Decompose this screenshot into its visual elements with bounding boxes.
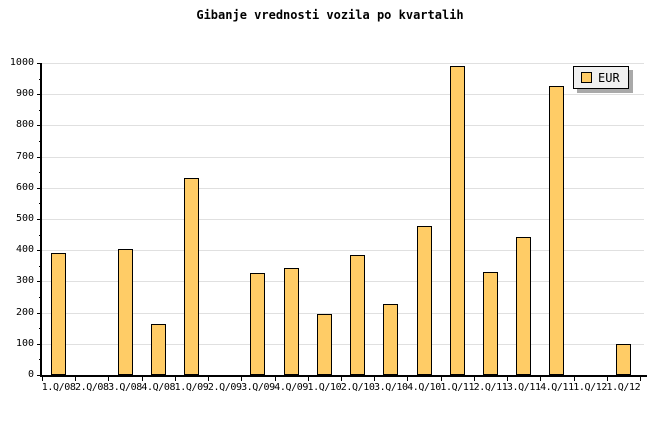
x-tick-label-4: 1.Q/09: [174, 382, 209, 393]
gridline-900: [42, 94, 644, 96]
y-tick-label-1000: 1000: [9, 57, 34, 68]
x-tick-label-1: 2.Q/08: [74, 382, 109, 393]
y-tick-label-400: 400: [15, 244, 34, 256]
bar-4.Q/09: [283, 268, 299, 375]
y-tick-700: [37, 156, 42, 158]
x-tick-0: [42, 377, 43, 381]
x-tick-16: [573, 377, 575, 381]
gridline-500: [42, 219, 644, 220]
x-tick-label-14: 3.Q/11: [506, 382, 541, 393]
x-tick-17: [606, 377, 608, 381]
x-tick-label-7: 4.Q/09: [274, 382, 309, 393]
y-tick-400: [37, 250, 42, 252]
y-tick-100: [37, 343, 42, 345]
x-tick-label-0: 1.Q/08: [41, 382, 76, 393]
x-tick-9: [341, 377, 342, 381]
gridline-400: [42, 250, 644, 252]
chart-title: Gibanje vrednosti vozila po kvartalih: [196, 8, 464, 22]
gridline-300: [42, 281, 644, 283]
y-tick-600: [37, 187, 42, 189]
bar-3.Q/09: [250, 273, 266, 375]
y-tick-label-700: 700: [15, 150, 34, 162]
legend-swatch-icon: [581, 72, 592, 83]
bar-1.Q/10: [316, 314, 332, 375]
x-tick-label-13: 2.Q/11: [473, 382, 508, 393]
x-tick-7: [274, 377, 276, 381]
bar-3.Q/11: [516, 237, 532, 375]
bar-1.Q/12: [615, 344, 631, 375]
x-tick-label-3: 4.Q/08: [141, 382, 176, 393]
x-tick-label-16: 1.Q/12: [573, 382, 608, 393]
y-axis-line: [40, 63, 42, 377]
bar-3.Q/10: [383, 304, 399, 375]
x-tick-label-5: 2.Q/09: [207, 382, 242, 393]
x-tick-12: [440, 377, 442, 381]
x-tick-label-15: 4.Q/11: [540, 382, 574, 393]
x-tick-8: [307, 377, 309, 381]
x-tick-14: [507, 377, 509, 381]
bar-4.Q/08: [150, 324, 166, 375]
gridline-800: [42, 125, 644, 127]
y-tick-0: [37, 375, 42, 376]
gridline-100: [42, 343, 644, 345]
x-tick-11: [407, 377, 409, 381]
x-tick-6: [241, 377, 243, 381]
x-tick-15: [540, 377, 542, 381]
x-tick-5: [208, 377, 210, 381]
x-tick-label-11: 4.Q/10: [407, 382, 441, 393]
x-tick-4: [174, 377, 176, 381]
x-tick-label-8: 1.Q/10: [307, 382, 342, 393]
bar-4.Q/10: [416, 226, 432, 375]
x-tick-18: [640, 377, 641, 381]
x-tick-label-6: 3.Q/09: [241, 382, 275, 393]
x-tick-label-10: 3.Q/10: [373, 382, 408, 393]
bar-4.Q/11: [549, 86, 565, 375]
y-tick-1000: [37, 63, 42, 64]
y-tick-300: [37, 281, 42, 283]
y-tick-label-600: 600: [15, 181, 34, 193]
bar-1.Q/11: [449, 66, 465, 375]
gridline-600: [42, 187, 644, 189]
x-tick-3: [141, 377, 143, 381]
bar-3.Q/08: [117, 249, 133, 375]
x-tick-1: [75, 377, 77, 381]
y-tick-900: [37, 94, 42, 96]
y-tick-label-200: 200: [15, 306, 34, 318]
bar-2.Q/10: [350, 255, 366, 375]
x-tick-label-9: 2.Q/10: [340, 382, 375, 393]
gridline-200: [42, 312, 644, 314]
y-tick-800: [37, 125, 42, 127]
x-tick-13: [473, 377, 475, 381]
y-tick-label-100: 100: [15, 337, 34, 349]
y-tick-label-800: 800: [15, 119, 34, 131]
bar-1.Q/08: [51, 253, 67, 375]
y-tick-label-0: 0: [27, 369, 34, 380]
y-tick-200: [37, 312, 42, 314]
legend-label: EUR: [598, 70, 620, 85]
y-tick-label-300: 300: [15, 275, 34, 287]
bar-1.Q/09: [184, 178, 199, 375]
y-tick-500: [37, 219, 42, 220]
x-tick-label-12: 1.Q/11: [440, 382, 475, 393]
gridline-1000: [42, 63, 644, 64]
x-tick-2: [108, 377, 110, 381]
y-tick-label-500: 500: [15, 213, 34, 224]
y-tick-label-900: 900: [15, 88, 34, 100]
legend: EUR: [573, 66, 629, 89]
bar-2.Q/11: [483, 272, 498, 375]
x-tick-label-17: 1.Q/12: [606, 382, 641, 393]
x-tick-label-2: 3.Q/08: [108, 382, 142, 393]
x-axis-line: [40, 375, 647, 377]
x-tick-10: [374, 377, 376, 381]
gridline-700: [42, 156, 644, 158]
